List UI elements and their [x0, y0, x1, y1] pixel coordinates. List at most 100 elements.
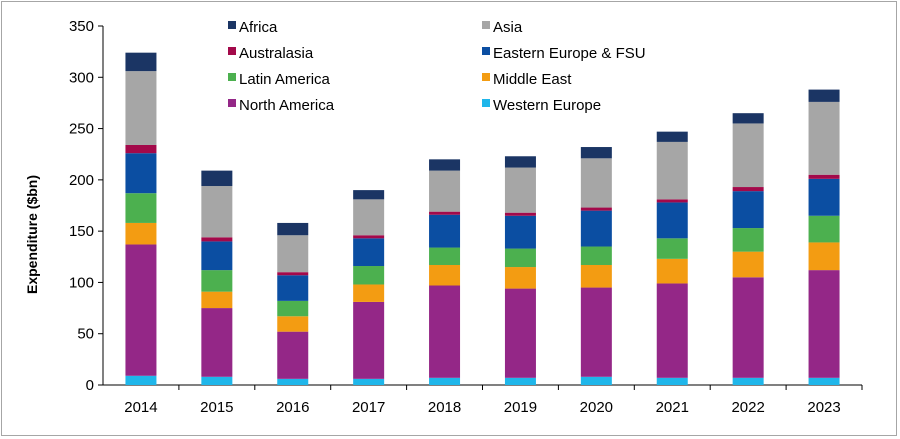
x-tick-label: 2017	[352, 399, 385, 416]
bar-segment-australasia-2018	[429, 211, 461, 215]
bar-segment-latin-america-2015	[201, 270, 233, 292]
bar-segment-africa-2016	[277, 222, 309, 236]
bar-segment-latin-america-2020	[580, 246, 612, 265]
bar-segment-north-america-2015	[201, 308, 233, 377]
x-tick-label: 2021	[656, 399, 689, 416]
x-tick-label: 2016	[276, 399, 309, 416]
bar-segment-africa-2022	[732, 113, 764, 124]
bar-segment-middle-east-2020	[580, 264, 612, 288]
y-tick-label: 150	[69, 223, 94, 240]
bar-segment-middle-east-2023	[808, 242, 840, 271]
bar-segment-africa-2021	[656, 131, 688, 142]
bar-segment-north-america-2016	[277, 331, 309, 379]
bar-segment-africa-2023	[808, 89, 840, 102]
bar-segment-western-europe-2017	[353, 378, 385, 385]
bar-segment-asia-2016	[277, 235, 309, 273]
bar-segment-eastern-europe-fsu-2021	[656, 202, 688, 239]
bar-segment-north-america-2017	[353, 301, 385, 379]
x-tick-label: 2019	[504, 399, 537, 416]
bar-segment-africa-2015	[201, 170, 233, 187]
bar-segment-eastern-europe-fsu-2015	[201, 241, 233, 271]
bar-segment-asia-2017	[353, 199, 385, 236]
bar-segment-middle-east-2015	[201, 291, 233, 309]
bar-segment-western-europe-2023	[808, 377, 840, 385]
bar-segment-australasia-2023	[808, 174, 840, 179]
bar-segment-north-america-2020	[580, 287, 612, 377]
bar-segment-latin-america-2017	[353, 266, 385, 285]
legend-swatch-middle-east	[482, 73, 490, 81]
bar-segment-middle-east-2014	[125, 222, 157, 245]
y-axis-title: Expenditure ($bn)	[24, 175, 40, 294]
bar-segment-africa-2020	[580, 147, 612, 159]
bar-segment-eastern-europe-fsu-2014	[125, 153, 157, 194]
x-tick-label: 2018	[428, 399, 461, 416]
bar-segment-western-europe-2022	[732, 377, 764, 385]
bar-segment-latin-america-2019	[504, 248, 536, 268]
bar-segment-africa-2014	[125, 52, 157, 72]
bar-segment-western-europe-2014	[125, 375, 157, 385]
bar-segment-asia-2021	[656, 141, 688, 200]
bar-segment-western-europe-2015	[201, 376, 233, 385]
bar-segment-asia-2018	[429, 170, 461, 212]
bar-segment-africa-2018	[429, 159, 461, 171]
bar-segment-eastern-europe-fsu-2016	[277, 275, 309, 301]
legend-swatch-latin-america	[228, 73, 236, 81]
x-tick-label: 2022	[731, 399, 764, 416]
bar-segment-western-europe-2018	[429, 377, 461, 385]
bar-segment-asia-2019	[504, 167, 536, 213]
bar-segment-latin-america-2023	[808, 215, 840, 243]
bar-segment-north-america-2018	[429, 285, 461, 378]
bar-segment-eastern-europe-fsu-2017	[353, 238, 385, 267]
bar-segment-middle-east-2022	[732, 251, 764, 278]
bar-segment-north-america-2019	[504, 288, 536, 378]
bar-segment-middle-east-2021	[656, 258, 688, 284]
y-tick-label: 350	[69, 18, 94, 35]
bar-segment-eastern-europe-fsu-2019	[504, 215, 536, 249]
legend-label: Asia	[493, 19, 523, 36]
bar-segment-australasia-2021	[656, 199, 688, 203]
legend-label: Western Europe	[493, 97, 601, 114]
bar-segment-latin-america-2014	[125, 193, 157, 223]
bar-segment-middle-east-2017	[353, 284, 385, 302]
bar-segment-latin-america-2018	[429, 247, 461, 265]
bar-segment-north-america-2022	[732, 277, 764, 378]
y-tick-label: 0	[86, 377, 94, 394]
bar-segment-western-europe-2019	[504, 377, 536, 385]
y-tick-label: 200	[69, 172, 94, 189]
bar-segment-australasia-2020	[580, 207, 612, 211]
bar-segment-western-europe-2020	[580, 376, 612, 385]
y-tick-label: 300	[69, 69, 94, 86]
bar-segment-africa-2017	[353, 190, 385, 200]
bar-segment-eastern-europe-fsu-2020	[580, 210, 612, 247]
x-tick-label: 2023	[807, 399, 840, 416]
bar-segment-australasia-2017	[353, 235, 385, 239]
bar-segment-middle-east-2018	[429, 264, 461, 286]
legend-swatch-western-europe	[482, 99, 490, 107]
bar-segment-latin-america-2022	[732, 228, 764, 252]
bar-segment-australasia-2014	[125, 144, 157, 154]
y-tick-label: 100	[69, 274, 94, 291]
y-tick-label: 50	[77, 326, 94, 343]
x-tick-label: 2020	[580, 399, 613, 416]
x-tick-label: 2014	[124, 399, 157, 416]
bar-segment-australasia-2016	[277, 272, 309, 276]
bar-segment-asia-2023	[808, 101, 840, 175]
bar-segment-middle-east-2019	[504, 267, 536, 289]
bar-segment-africa-2019	[504, 156, 536, 168]
legend-swatch-asia	[482, 21, 490, 29]
bar-segment-western-europe-2016	[277, 378, 309, 385]
legend-swatch-africa	[228, 21, 236, 29]
bar-segment-asia-2014	[125, 71, 157, 145]
bar-segment-australasia-2019	[504, 212, 536, 216]
legend-swatch-eastern-europe-fsu	[482, 47, 490, 55]
bar-segment-asia-2020	[580, 158, 612, 208]
y-tick-label: 250	[69, 121, 94, 138]
legend-label: North America	[239, 97, 335, 114]
legend-label: Middle East	[493, 71, 572, 88]
x-tick-label: 2015	[200, 399, 233, 416]
legend-label: Latin America	[239, 71, 331, 88]
legend-swatch-australasia	[228, 47, 236, 55]
bar-segment-north-america-2021	[656, 283, 688, 378]
bar-segment-eastern-europe-fsu-2022	[732, 191, 764, 229]
